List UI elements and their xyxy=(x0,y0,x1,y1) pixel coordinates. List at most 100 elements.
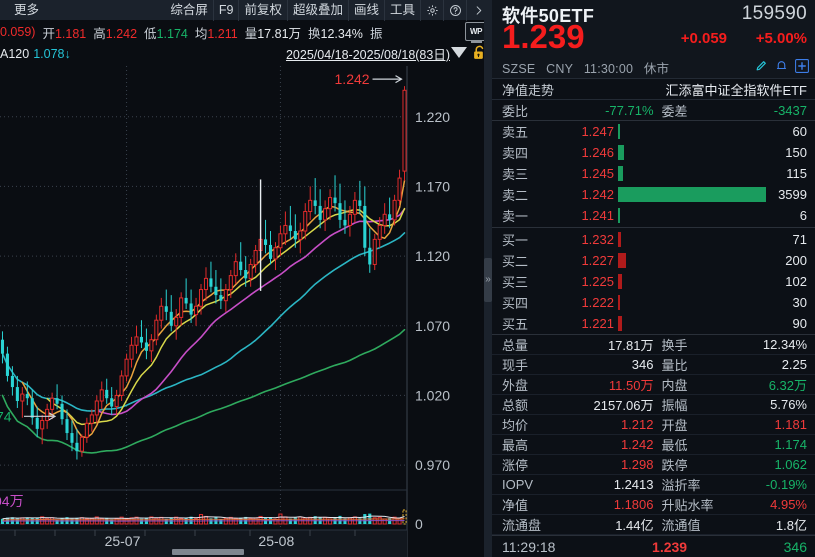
ma120-value: 1.078↓ xyxy=(33,47,71,61)
stat-label-2: 换手 xyxy=(661,338,688,353)
stat-label: 外盘 xyxy=(502,378,529,393)
svg-text:1.242: 1.242 xyxy=(335,71,370,87)
nav-trend-row[interactable]: 净值走势 汇添富中证全指软件ETF xyxy=(492,78,815,100)
bid-bar xyxy=(618,295,620,310)
ask-row[interactable]: 卖二 1.242 3599 xyxy=(492,184,815,205)
price-change-percent: +5.00% xyxy=(755,30,807,47)
bid-qty: 102 xyxy=(785,274,807,289)
bid-qty: 30 xyxy=(792,295,807,310)
exchange-label: SZSE xyxy=(502,62,536,76)
stat-value: 346 xyxy=(631,357,654,372)
toolbar-item-overlay[interactable]: 超级叠加 xyxy=(288,0,349,21)
svg-text:1.070: 1.070 xyxy=(415,318,450,334)
stat-label: 总量 xyxy=(502,338,529,353)
toolbar-more-button[interactable]: 更多 xyxy=(14,2,40,17)
stat-value-2: 1.062 xyxy=(774,457,807,472)
stat-row: 最高 1.242 最低 1.174 xyxy=(492,435,815,455)
last-price: 1.239 xyxy=(502,18,585,55)
stat-value-2: -0.19% xyxy=(765,477,807,492)
ask-bar-area xyxy=(618,166,745,181)
quote-detail-panel: 软件50ETF 159590 1.239 +0.059 +5.00% SZSE … xyxy=(492,0,815,557)
triangle-down-icon[interactable] xyxy=(451,47,467,58)
gear-icon[interactable] xyxy=(421,0,444,21)
ma-strip: A120 1.078↓ xyxy=(0,43,490,65)
high-label: 高 xyxy=(93,26,106,41)
toolbar-item-drawline[interactable]: 画线 xyxy=(349,0,385,21)
svg-text:1.170: 1.170 xyxy=(415,178,450,194)
chevron-right-icon[interactable] xyxy=(467,0,490,21)
pencil-icon[interactable] xyxy=(754,58,769,73)
toolbar-item-adjust[interactable]: 前复权 xyxy=(239,0,288,21)
candlestick-chart[interactable]: 1.220 1.170 1.120 1.070 1.020 0.970 1.242 74 04万… xyxy=(0,66,490,557)
stat-label-2: 升贴水率 xyxy=(661,498,714,513)
stat-value-2: 1.8亿 xyxy=(775,518,807,533)
stat-label-2: 流通值 xyxy=(661,518,701,533)
panel-divider[interactable]: » xyxy=(484,0,492,557)
bid-row[interactable]: 买五 1.221 90 xyxy=(492,313,815,334)
bid-price: 1.232 xyxy=(581,232,614,247)
ask-bar-area xyxy=(618,145,745,160)
plus-icon[interactable] xyxy=(794,58,809,73)
date-range-selector[interactable]: 2025/04/18-2025/08/18(83日) xyxy=(285,48,450,62)
bid-row[interactable]: 买四 1.222 30 xyxy=(492,292,815,313)
avg-value: 1.211 xyxy=(207,26,238,41)
ask-price: 1.245 xyxy=(581,166,614,181)
ask-row[interactable]: 卖五 1.247 60 xyxy=(492,121,815,142)
stat-row: 均价 1.212 开盘 1.181 xyxy=(492,415,815,435)
unlock-icon[interactable] xyxy=(472,45,487,61)
bid-row[interactable]: 买三 1.225 102 xyxy=(492,271,815,292)
stat-value: 1.1806 xyxy=(613,497,654,512)
statistics-table: 总量 17.81万 换手 12.34% 现手 346 量比 2.25 外盘 11.50万 内盘 6.3… xyxy=(492,334,815,535)
stat-value: 1.2413 xyxy=(613,477,654,492)
ask-row[interactable]: 卖四 1.246 150 xyxy=(492,142,815,163)
tick-volume: 346 xyxy=(783,539,807,555)
ask-row[interactable]: 卖一 1.241 6 xyxy=(492,205,815,226)
ask-label: 卖四 xyxy=(502,146,529,161)
toolbar-item-f9[interactable]: F9 xyxy=(214,0,240,21)
svg-text:04万: 04万 xyxy=(0,493,24,509)
collapse-right-icon[interactable]: » xyxy=(484,258,492,302)
order-ratio-row: 委比 -77.71% 委差 -3437 xyxy=(492,100,815,121)
ask-label: 卖二 xyxy=(502,188,529,203)
order-ratio-value: -77.71% xyxy=(605,102,654,118)
volume-value: 17.81万 xyxy=(257,26,302,41)
header-actions xyxy=(754,58,809,73)
stat-value-2: 1.181 xyxy=(774,417,807,432)
ask-bar-area xyxy=(618,124,745,139)
bid-price: 1.222 xyxy=(581,295,614,310)
quote-strip: 0.059) 开1.181 高1.242 低1.174 均1.211 量17.8… xyxy=(0,21,490,43)
session-status: 休市 xyxy=(643,62,670,76)
help-icon[interactable] xyxy=(444,0,467,21)
svg-text:0.970: 0.970 xyxy=(415,457,450,473)
stat-row: 流通盘 1.44亿 流通值 1.8亿 xyxy=(492,515,815,535)
ask-bar xyxy=(618,124,621,139)
bid-qty: 71 xyxy=(792,232,807,247)
order-book: 卖五 1.247 60 卖四 1.246 150 卖三 1.245 115 卖二 1.242 3599… xyxy=(492,121,815,334)
bell-icon[interactable] xyxy=(774,58,789,73)
volume-label: 量 xyxy=(244,26,258,41)
toolbar-item-comprehensive[interactable]: 综合屏 xyxy=(165,0,214,21)
stat-value-2: 4.95% xyxy=(770,497,807,512)
open-label: 开 xyxy=(42,26,55,41)
bid-row[interactable]: 买一 1.232 71 xyxy=(492,229,815,250)
svg-text:25-08: 25-08 xyxy=(258,533,294,549)
stat-label-2: 振幅 xyxy=(661,398,688,413)
svg-text:25-07: 25-07 xyxy=(105,533,141,549)
stat-label-2: 量比 xyxy=(661,358,688,373)
toolbar-item-tools[interactable]: 工具 xyxy=(385,0,421,21)
bid-row[interactable]: 买二 1.227 200 xyxy=(492,250,815,271)
open-value: 1.181 xyxy=(54,26,87,41)
quote-time: 11:30:00 xyxy=(583,62,634,76)
ask-qty: 6 xyxy=(799,208,807,223)
ask-bar xyxy=(618,145,625,160)
stat-value-2: 5.76% xyxy=(770,397,807,412)
stat-row: 总量 17.81万 换手 12.34% xyxy=(492,335,815,355)
svg-text:0: 0 xyxy=(415,516,423,532)
tick-price: 1.239 xyxy=(652,539,688,555)
bid-bar xyxy=(618,274,623,289)
ask-row[interactable]: 卖三 1.245 115 xyxy=(492,163,815,184)
ask-price: 1.241 xyxy=(581,208,614,223)
order-ratio-label: 委比 xyxy=(502,103,529,119)
stat-label-2: 溢折率 xyxy=(661,478,701,493)
amplitude-label: 振 xyxy=(369,26,383,41)
